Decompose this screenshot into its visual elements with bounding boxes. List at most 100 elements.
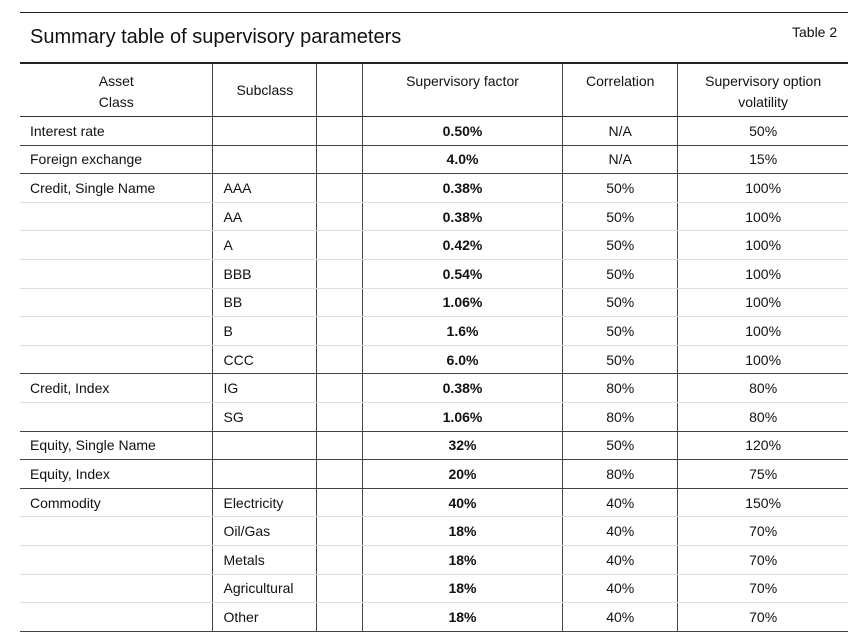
table-row: Oil/Gas 18% 40% 70%: [20, 516, 848, 546]
cell-asset-class: [20, 345, 214, 375]
cell-supervisory-factor: 18%: [362, 545, 564, 575]
cell-option-volatility: 70%: [677, 574, 848, 604]
table-row: BB 1.06% 50% 100%: [20, 288, 848, 318]
cell-spacer: [316, 173, 363, 203]
cell-spacer: [316, 459, 363, 489]
cell-spacer: [316, 431, 363, 461]
cell-supervisory-factor: 0.38%: [362, 202, 564, 232]
cell-spacer: [316, 316, 363, 346]
cell-supervisory-factor: 18%: [362, 516, 564, 546]
table-label: Table 2: [792, 24, 838, 40]
table-row: Commodity Electricity 40% 40% 150%: [20, 488, 848, 518]
table-row: Equity, Index 20% 80% 75%: [20, 459, 848, 489]
cell-supervisory-factor: 40%: [362, 488, 564, 518]
cell-correlation: 50%: [562, 230, 679, 260]
cell-supervisory-factor: 18%: [362, 602, 564, 632]
cell-option-volatility: 120%: [677, 431, 848, 461]
cell-asset-class: [20, 202, 214, 232]
cell-correlation: 40%: [562, 574, 679, 604]
cell-spacer: [316, 345, 363, 375]
cell-asset-class: [20, 602, 214, 632]
cell-subclass: BBB: [212, 259, 317, 289]
cell-subclass: Other: [212, 602, 317, 632]
cell-asset-class: Commodity: [20, 488, 214, 518]
cell-option-volatility: 100%: [677, 230, 848, 260]
cell-asset-class: Credit, Single Name: [20, 173, 214, 203]
cell-subclass: Electricity: [212, 488, 317, 518]
cell-supervisory-factor: 0.42%: [362, 230, 564, 260]
cell-subclass: AA: [212, 202, 317, 232]
cell-correlation: 40%: [562, 488, 679, 518]
cell-subclass: BB: [212, 288, 317, 318]
cell-spacer: [316, 373, 363, 403]
cell-supervisory-factor: 0.38%: [362, 173, 564, 203]
cell-option-volatility: 70%: [677, 545, 848, 575]
cell-subclass: AAA: [212, 173, 317, 203]
cell-asset-class: [20, 316, 214, 346]
cell-asset-class: [20, 259, 214, 289]
table-row: Equity, Single Name 32% 50% 120%: [20, 431, 848, 461]
cell-spacer: [316, 402, 363, 432]
cell-option-volatility: 100%: [677, 288, 848, 318]
cell-supervisory-factor: 1.6%: [362, 316, 564, 346]
cell-subclass: [212, 145, 317, 175]
cell-option-volatility: 70%: [677, 602, 848, 632]
cell-subclass: SG: [212, 402, 317, 432]
table-row: BBB 0.54% 50% 100%: [20, 259, 848, 289]
table-row: Credit, Index IG 0.38% 80% 80%: [20, 373, 848, 403]
cell-subclass: [212, 459, 317, 489]
table-row: AA 0.38% 50% 100%: [20, 202, 848, 232]
cell-correlation: 50%: [562, 345, 679, 375]
cell-spacer: [316, 259, 363, 289]
cell-correlation: 80%: [562, 373, 679, 403]
cell-subclass: Oil/Gas: [212, 516, 317, 546]
cell-asset-class: [20, 230, 214, 260]
table-row: Metals 18% 40% 70%: [20, 545, 848, 575]
table-row: SG 1.06% 80% 80%: [20, 402, 848, 432]
cell-supervisory-factor: 6.0%: [362, 345, 564, 375]
cell-correlation: N/A: [562, 116, 679, 146]
cell-spacer: [316, 574, 363, 604]
cell-asset-class: [20, 545, 214, 575]
cell-option-volatility: 80%: [677, 373, 848, 403]
cell-option-volatility: 100%: [677, 259, 848, 289]
table-row: CCC 6.0% 50% 100%: [20, 345, 848, 375]
cell-option-volatility: 70%: [677, 516, 848, 546]
cell-subclass: Agricultural: [212, 574, 317, 604]
cell-spacer: [316, 230, 363, 260]
cell-asset-class: [20, 516, 214, 546]
table-row: A 0.42% 50% 100%: [20, 230, 848, 260]
cell-supervisory-factor: 0.54%: [362, 259, 564, 289]
cell-spacer: [316, 145, 363, 175]
cell-subclass: B: [212, 316, 317, 346]
cell-supervisory-factor: 0.38%: [362, 373, 564, 403]
cell-correlation: 50%: [562, 431, 679, 461]
cell-supervisory-factor: 4.0%: [362, 145, 564, 175]
table-row: Agricultural 18% 40% 70%: [20, 574, 848, 604]
cell-option-volatility: 100%: [677, 202, 848, 232]
cell-option-volatility: 100%: [677, 173, 848, 203]
cell-asset-class: [20, 402, 214, 432]
cell-option-volatility: 150%: [677, 488, 848, 518]
cell-option-volatility: 100%: [677, 345, 848, 375]
cell-correlation: 50%: [562, 259, 679, 289]
cell-supervisory-factor: 0.50%: [362, 116, 564, 146]
cell-subclass: IG: [212, 373, 317, 403]
cell-asset-class: [20, 288, 214, 318]
cell-option-volatility: 15%: [677, 145, 848, 175]
cell-correlation: 50%: [562, 173, 679, 203]
table-row: Foreign exchange 4.0% N/A 15%: [20, 145, 848, 175]
cell-asset-class: Interest rate: [20, 116, 214, 146]
table-row: Credit, Single Name AAA 0.38% 50% 100%: [20, 173, 848, 203]
supervisory-parameters-table: Asset Class Subclass Supervisory factor …: [20, 62, 848, 632]
table-row: B 1.6% 50% 100%: [20, 316, 848, 346]
table-body: Interest rate 0.50% N/A 50% Foreign exchange…: [20, 116, 848, 632]
cell-option-volatility: 80%: [677, 402, 848, 432]
cell-subclass: Metals: [212, 545, 317, 575]
cell-spacer: [316, 488, 363, 518]
cell-asset-class: Foreign exchange: [20, 145, 214, 175]
header-spacer: [316, 62, 363, 117]
cell-option-volatility: 75%: [677, 459, 848, 489]
cell-supervisory-factor: 1.06%: [362, 288, 564, 318]
cell-correlation: 80%: [562, 402, 679, 432]
